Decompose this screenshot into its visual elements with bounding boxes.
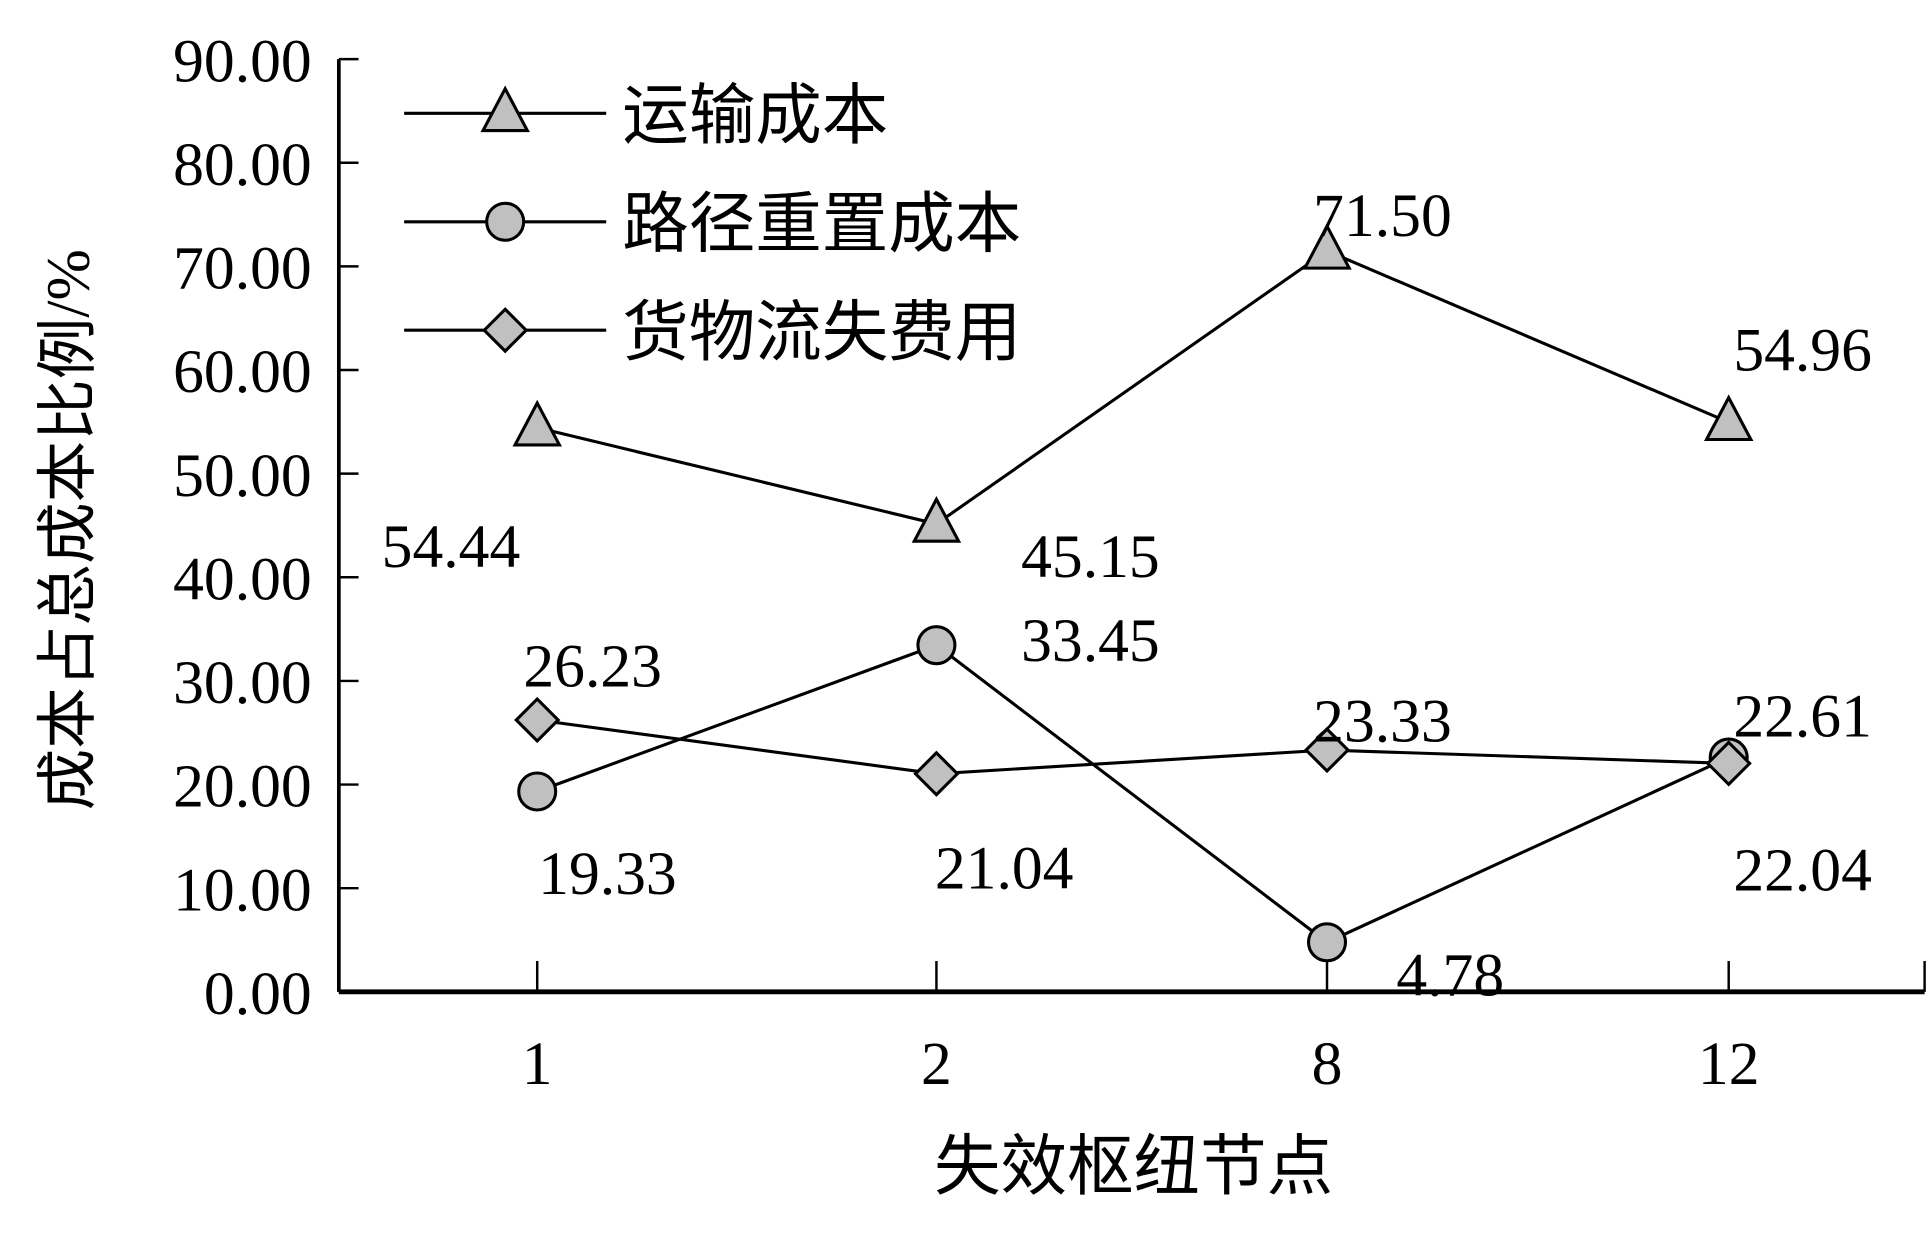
- legend-label: 运输成本: [622, 80, 888, 153]
- x-tick-label: 12: [1698, 1030, 1760, 1098]
- diamond-marker: [1303, 726, 1351, 774]
- diamond-marker: [514, 696, 561, 744]
- y-tick-label: 30.00: [173, 649, 312, 717]
- series-points-triangle: 54.44 45.15 71.50 54.96: [382, 182, 1872, 591]
- legend-label: 路径重置成本: [622, 188, 1021, 261]
- x-tick-label: 2: [921, 1030, 952, 1098]
- series-points-circle: 19.33 33.45 4.78 22.61: [517, 607, 1872, 1009]
- y-tick-label: 40.00: [173, 545, 312, 613]
- triangle-marker: [480, 85, 530, 133]
- legend-item: 运输成本: [404, 80, 888, 153]
- diamond-marker: [913, 750, 960, 797]
- y-tick-label: 20.00: [173, 753, 312, 821]
- x-axis-title: 失效枢纽节点: [934, 1131, 1333, 1204]
- data-label: 71.50: [1313, 182, 1452, 250]
- data-label: 22.61: [1733, 683, 1872, 751]
- x-tick-label: 8: [1312, 1030, 1343, 1098]
- y-tick-label: 80.00: [173, 131, 312, 199]
- triangle-marker: [911, 495, 962, 543]
- series-points-diamond: 26.23 21.04 23.33 22.04: [514, 633, 1872, 904]
- y-tick-label: 70.00: [173, 235, 312, 303]
- data-label: 22.04: [1733, 836, 1872, 904]
- legend-item: 路径重置成本: [404, 188, 1021, 261]
- circle-marker: [517, 771, 558, 812]
- triangle-marker: [512, 399, 562, 447]
- data-label: 54.44: [382, 513, 521, 581]
- y-axis-title: 成本占总成本比例/%: [35, 249, 103, 810]
- legend-item: 货物流失费用: [404, 297, 1021, 370]
- series-line: [536, 249, 1730, 526]
- series-diamond: [537, 718, 1729, 776]
- y-tick-label: 0.00: [204, 960, 312, 1028]
- legend-label: 货物流失费用: [622, 297, 1021, 370]
- triangle-marker: [1302, 222, 1352, 270]
- data-label: 54.96: [1733, 317, 1872, 385]
- data-label: 26.23: [523, 633, 662, 701]
- y-tick-label: 50.00: [173, 442, 312, 510]
- series-line: [536, 643, 1730, 945]
- series-circle: [536, 643, 1730, 945]
- circle-marker: [1306, 922, 1348, 963]
- diamond-marker: [482, 307, 529, 354]
- data-label: 19.33: [538, 840, 677, 908]
- data-label: 21.04: [935, 834, 1074, 902]
- series-group: 54.44 45.1571.5054.9619.3333.454.7822.612…: [382, 182, 1872, 1009]
- diamond-marker: [1705, 740, 1752, 787]
- data-label: 23.33: [1313, 687, 1452, 755]
- data-label: 4.78: [1396, 941, 1504, 1009]
- triangle-marker: [1703, 394, 1754, 442]
- x-tick-label: 1: [522, 1030, 553, 1098]
- data-label: 33.45: [1021, 607, 1160, 675]
- data-label: 45.15: [1021, 523, 1160, 591]
- y-tick-label: 90.00: [173, 27, 312, 95]
- y-tick-label: 10.00: [173, 856, 312, 924]
- axes: 0.00 10.00 20.00 30.00 40.00 50.00 60.00 70.00 8…: [173, 27, 1926, 1098]
- circle-marker: [485, 201, 526, 242]
- circle-marker: [916, 625, 957, 666]
- y-tick-label: 60.00: [173, 338, 312, 406]
- series-triangle: [536, 249, 1730, 526]
- series-line: [537, 718, 1729, 776]
